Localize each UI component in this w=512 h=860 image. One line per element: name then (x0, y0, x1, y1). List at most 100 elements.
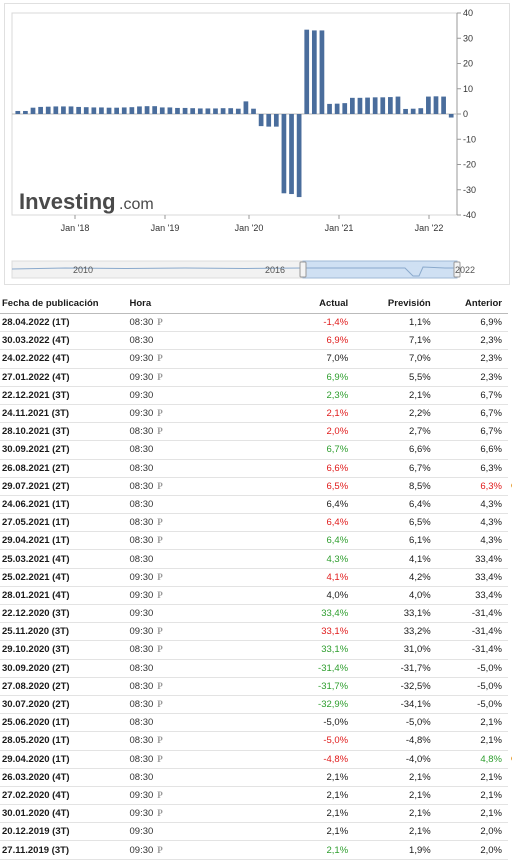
table-row: 25.06.2020 (1T) 08:30 -5,0% -5,0% 2,1% (0, 713, 508, 733)
release-time: 09:30 (129, 808, 154, 820)
preliminary-icon[interactable]: P (157, 644, 163, 655)
forecast-value: 2,1% (350, 786, 433, 806)
preliminary-icon[interactable]: P (157, 680, 163, 691)
release-time: 08:30 (129, 462, 154, 474)
preliminary-icon[interactable]: P (157, 735, 163, 746)
chart-bar[interactable] (129, 107, 135, 114)
chart-bar[interactable] (281, 114, 287, 194)
chart-bar[interactable] (213, 108, 218, 114)
forecast-value: 5,5% (350, 368, 433, 387)
preliminary-icon[interactable]: P (157, 353, 163, 364)
release-time-cell: 08:30 (127, 549, 258, 569)
chart-bar[interactable] (114, 107, 119, 114)
chart-bar[interactable] (167, 107, 173, 114)
chart-bar[interactable] (121, 107, 127, 114)
preliminary-icon[interactable]: P (157, 789, 163, 800)
chart-bar[interactable] (175, 107, 180, 114)
navigator-handle-right[interactable] (453, 261, 461, 278)
chart-bar[interactable] (296, 114, 302, 198)
chart-bar[interactable] (228, 108, 234, 114)
chart-bar[interactable] (68, 106, 74, 114)
preliminary-icon[interactable]: P (157, 371, 163, 382)
header-previous[interactable]: Anterior (432, 294, 508, 314)
chart-bar[interactable] (433, 96, 439, 114)
header-date[interactable]: Fecha de publicación (0, 294, 128, 314)
chart-bar[interactable] (388, 97, 393, 114)
preliminary-icon[interactable]: P (157, 408, 163, 419)
preliminary-icon[interactable]: P (157, 626, 163, 637)
chart-bar[interactable] (243, 101, 249, 115)
chart-bar[interactable] (76, 106, 81, 114)
chart-bar[interactable] (441, 96, 446, 114)
chart-bar[interactable] (365, 97, 370, 114)
chart-bar[interactable] (205, 108, 211, 114)
chart-bar[interactable] (327, 103, 332, 114)
header-forecast[interactable]: Previsión (350, 294, 433, 314)
chart-bar[interactable] (99, 107, 104, 114)
chart-bar[interactable] (152, 106, 158, 114)
chart-bar[interactable] (426, 96, 431, 114)
table-row: 27.01.2022 (4T) 09:30 P 6,9% 5,5% 2,3% (0, 368, 508, 387)
chart-bar[interactable] (190, 108, 196, 114)
preliminary-icon[interactable]: P (157, 426, 163, 437)
preliminary-icon[interactable]: P (157, 317, 163, 328)
chart-bar[interactable] (334, 103, 340, 114)
actual-value: -5,0% (257, 731, 351, 751)
chart-bar[interactable] (144, 106, 150, 114)
chart-bar[interactable] (304, 29, 310, 115)
table-row: 28.04.2022 (1T) 08:30 P -1,4% 1,1% 6,9% (0, 313, 508, 333)
chart-bar[interactable] (159, 107, 165, 114)
chart-bar[interactable] (91, 107, 97, 114)
chart-bar[interactable] (45, 106, 51, 114)
previous-value-cell: -31,4% (432, 604, 508, 624)
chart-bar[interactable] (289, 114, 294, 195)
chart-bar[interactable] (23, 110, 28, 114)
previous-value-cell: 2,0% (432, 822, 508, 842)
chart-bar[interactable] (197, 108, 203, 114)
chart-bar[interactable] (182, 107, 188, 114)
chart-bar[interactable] (30, 107, 36, 114)
table-row: 28.10.2021 (3T) 08:30 P 2,0% 2,7% 6,7% (0, 422, 508, 442)
chart-bar[interactable] (342, 103, 348, 114)
chart-bar[interactable] (410, 108, 416, 114)
chart-bar[interactable] (403, 108, 408, 114)
preliminary-icon[interactable]: P (157, 699, 163, 710)
chart-bar[interactable] (61, 106, 66, 114)
chart-bar[interactable] (106, 107, 112, 114)
x-tick-label: Jan '22 (415, 223, 444, 233)
chart-bar[interactable] (53, 106, 59, 114)
chart-bar[interactable] (15, 110, 21, 114)
chart-bar[interactable] (350, 97, 355, 114)
chart-bar[interactable] (380, 97, 386, 114)
preliminary-icon[interactable]: P (157, 517, 163, 528)
navigator-handle-left[interactable] (299, 261, 307, 278)
chart-bar[interactable] (311, 30, 317, 115)
preliminary-icon[interactable]: P (157, 589, 163, 600)
preliminary-icon[interactable]: P (157, 753, 163, 764)
chart-bar[interactable] (251, 108, 256, 114)
chart-bar[interactable] (38, 106, 43, 114)
chart-bar[interactable] (357, 97, 363, 114)
preliminary-icon[interactable]: P (157, 808, 163, 819)
chart-bar[interactable] (235, 108, 241, 114)
release-time: 08:30 (129, 498, 154, 510)
chart-bar[interactable] (372, 97, 378, 114)
release-time-cell: 08:30 P (127, 695, 258, 715)
preliminary-icon[interactable]: P (157, 480, 163, 491)
chart-bar[interactable] (266, 114, 272, 127)
chart-bar[interactable] (83, 107, 89, 114)
chart-bar[interactable] (319, 30, 325, 115)
chart-bar[interactable] (258, 114, 264, 127)
preliminary-icon[interactable]: P (157, 535, 163, 546)
chart-bar[interactable] (448, 114, 454, 118)
header-time[interactable]: Hora (127, 294, 258, 314)
chart-bar[interactable] (273, 114, 279, 127)
chart-bar[interactable] (418, 108, 424, 114)
navigator-selection[interactable] (302, 260, 458, 279)
preliminary-icon[interactable]: P (157, 844, 163, 855)
chart-bar[interactable] (395, 96, 401, 114)
header-actual[interactable]: Actual (257, 294, 351, 314)
chart-bar[interactable] (220, 108, 226, 114)
preliminary-icon[interactable]: P (157, 571, 163, 582)
chart-bar[interactable] (137, 106, 142, 114)
